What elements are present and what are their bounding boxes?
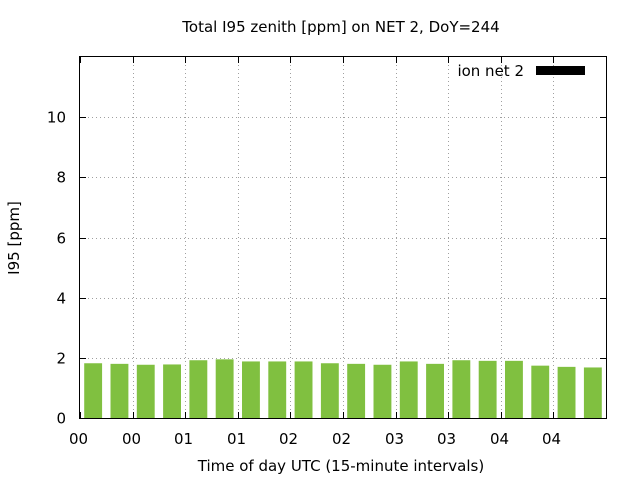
x-tick-label: 02 <box>332 430 351 448</box>
bars <box>84 359 602 418</box>
bar <box>242 361 260 418</box>
y-tick-label: 10 <box>47 109 66 127</box>
y-tick-label: 8 <box>56 169 66 187</box>
bar <box>294 361 313 418</box>
x-tick-label: 01 <box>174 430 193 448</box>
x-tick-label: 04 <box>490 430 509 448</box>
legend: ion net 2 <box>457 62 585 80</box>
bar <box>110 363 129 418</box>
bar <box>505 360 523 418</box>
bar <box>268 361 287 418</box>
bar <box>531 365 550 418</box>
x-tick-label: 03 <box>385 430 404 448</box>
x-tick-label: 04 <box>542 430 561 448</box>
bar <box>399 361 418 418</box>
x-tick-label: 00 <box>69 430 88 448</box>
bar <box>320 363 339 418</box>
grid <box>80 57 606 418</box>
legend-label: ion net 2 <box>457 62 524 80</box>
bar <box>163 364 181 418</box>
bar <box>478 360 497 418</box>
bar <box>189 360 208 418</box>
chart-title: Total I95 zenith [ppm] on NET 2, DoY=244 <box>181 18 499 36</box>
y-ticks: 0 2 4 6 8 10 <box>47 109 606 428</box>
x-tick-label: 01 <box>227 430 246 448</box>
bar <box>452 360 471 418</box>
bar <box>84 363 103 418</box>
legend-swatch <box>536 66 585 75</box>
y-axis-label: I95 [ppm] <box>5 201 23 275</box>
x-tick-label: 00 <box>122 430 141 448</box>
bar <box>136 364 155 418</box>
bar <box>583 367 602 418</box>
x-axis-label: Time of day UTC (15-minute intervals) <box>197 457 484 475</box>
bar <box>373 364 392 418</box>
bar <box>557 366 576 418</box>
plot-frame <box>79 56 607 419</box>
y-tick-label: 2 <box>56 350 66 368</box>
bar <box>347 363 366 418</box>
y-tick-label: 0 <box>56 410 66 428</box>
bar <box>426 363 444 418</box>
x-ticks: 00 00 01 01 02 02 03 03 04 04 <box>69 57 561 448</box>
bar <box>215 359 234 418</box>
y-tick-label: 4 <box>56 290 66 308</box>
x-tick-label: 03 <box>437 430 456 448</box>
x-tick-label: 02 <box>279 430 298 448</box>
y-tick-label: 6 <box>56 230 66 248</box>
